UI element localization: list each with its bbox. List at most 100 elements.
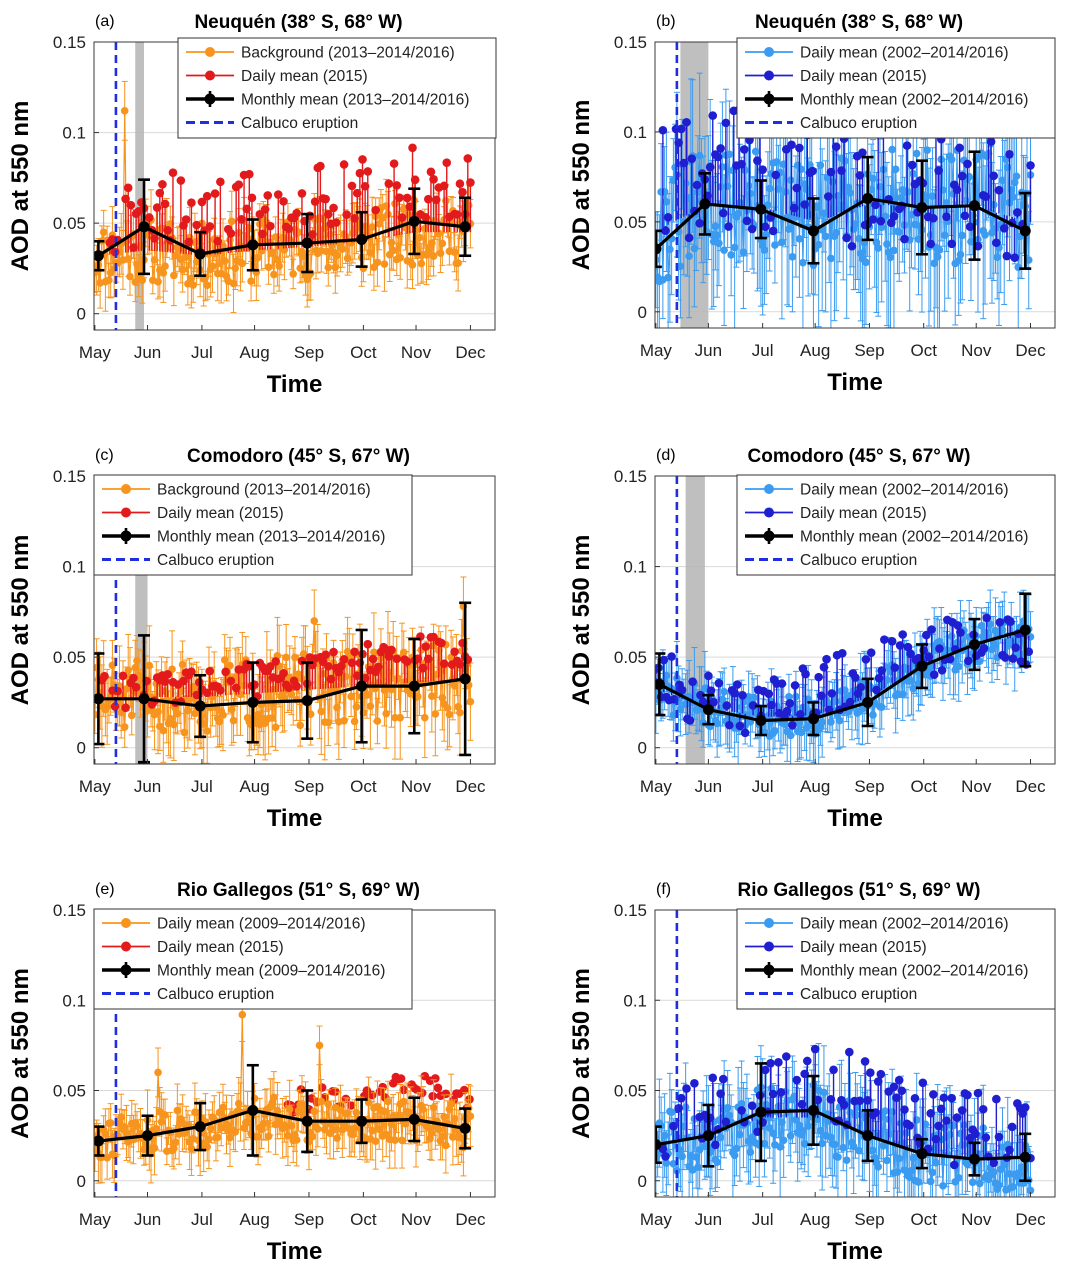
daily-2015-point (413, 654, 423, 664)
background-point (904, 188, 912, 196)
monthly-mean-point (301, 237, 313, 249)
daily-2015-point (192, 220, 201, 230)
background-point (940, 231, 949, 239)
daily-2015-point (718, 208, 728, 218)
background-point (445, 710, 454, 719)
background-point (867, 185, 875, 194)
legend-swatch-marker (204, 93, 216, 105)
daily-2015-point (682, 117, 691, 127)
daily-2015-point (360, 181, 370, 191)
daily-2015-point (903, 642, 913, 652)
daily-2015-point (721, 118, 731, 128)
daily-2015-point (266, 221, 275, 231)
background-point (382, 709, 390, 718)
background-point (760, 246, 769, 254)
x-tick-label: Nov (961, 777, 992, 796)
background-point (417, 259, 426, 268)
background-point (215, 717, 224, 726)
daily-2015-series (97, 632, 473, 713)
daily-2015-point (952, 185, 962, 195)
background-point (1017, 650, 1026, 659)
background-point (958, 231, 967, 240)
daily-2015-point (152, 203, 162, 212)
panel-title-coords: (45° S, 67° W) (288, 446, 410, 467)
daily-2015-point (392, 181, 402, 190)
monthly-mean-line (655, 196, 1026, 251)
background-point (289, 270, 297, 278)
daily-2015-point (753, 156, 762, 165)
background-point (227, 217, 236, 226)
daily-2015-point (871, 200, 880, 210)
legend-label: Background (2013–2014/2016) (241, 45, 455, 62)
daily-2015-point (908, 160, 917, 170)
background-point (933, 252, 942, 261)
x-tick-label: Oct (350, 343, 377, 362)
background-point (291, 653, 299, 662)
background-point (828, 178, 837, 186)
background-point (890, 246, 898, 255)
background-point (874, 244, 882, 252)
daily-2015-point (245, 662, 254, 671)
background-point (275, 262, 283, 270)
background-point (189, 281, 197, 289)
x-tick-label: Oct (910, 341, 937, 360)
x-tick-label: May (640, 777, 673, 796)
background-point (322, 247, 331, 256)
daily-2015-point (463, 154, 473, 163)
background-point (450, 248, 459, 256)
daily-2015-point (310, 197, 320, 206)
panel-letter: (c) (95, 447, 114, 464)
y-axis-label: AOD at 550 nm (568, 100, 595, 271)
daily-2015-point (935, 644, 944, 653)
daily-2015-point (764, 689, 774, 699)
daily-2015-point (748, 701, 758, 710)
background-point (159, 726, 168, 735)
daily-2015-point (284, 224, 294, 234)
daily-2015-point (706, 686, 716, 695)
background-point (363, 691, 371, 699)
x-tick-label: May (79, 777, 112, 796)
background-point (835, 716, 844, 725)
background-point (832, 697, 840, 706)
background-point (166, 220, 175, 228)
background-point (683, 195, 692, 203)
daily-2015-point (387, 645, 396, 655)
background-point (127, 711, 136, 720)
daily-2015-point (1010, 253, 1020, 262)
plot-content (655, 42, 1035, 328)
background-point (170, 720, 178, 729)
monthly-mean-point (94, 250, 104, 262)
x-tick-label: Sep (294, 343, 324, 362)
background-point (741, 166, 749, 174)
daily-2015-point (410, 175, 420, 185)
monthly-mean-point (862, 192, 874, 204)
daily-2015-point (205, 666, 215, 676)
daily-2015-point (187, 667, 196, 676)
daily-2015-point (273, 190, 283, 199)
y-tick-label: 0.1 (623, 123, 647, 142)
background-point (991, 224, 1000, 233)
background-point (343, 254, 352, 263)
background-point (347, 692, 355, 701)
legend-swatch-marker (763, 93, 775, 105)
background-point (792, 692, 800, 701)
monthly-mean-line (97, 219, 466, 258)
daily-2015-point (902, 141, 912, 150)
daily-2015-point (279, 197, 288, 206)
daily-2015-point (658, 125, 668, 135)
daily-2015-point (245, 169, 254, 179)
daily-2015-point (1026, 161, 1035, 170)
daily-2015-point (192, 690, 201, 700)
daily-2015-point (709, 697, 718, 707)
panel-title-site: Neuquén (194, 12, 275, 33)
daily-2015-point (184, 237, 194, 247)
daily-2015-point (396, 1074, 406, 1083)
monthly-mean-point (247, 696, 259, 708)
daily-2015-point (758, 165, 767, 174)
daily-2015-point (947, 239, 957, 249)
background-point (895, 228, 904, 236)
daily-2015-point (872, 685, 881, 695)
daily-2015-point (237, 215, 246, 224)
background-point (713, 231, 721, 240)
background-point (426, 663, 434, 671)
